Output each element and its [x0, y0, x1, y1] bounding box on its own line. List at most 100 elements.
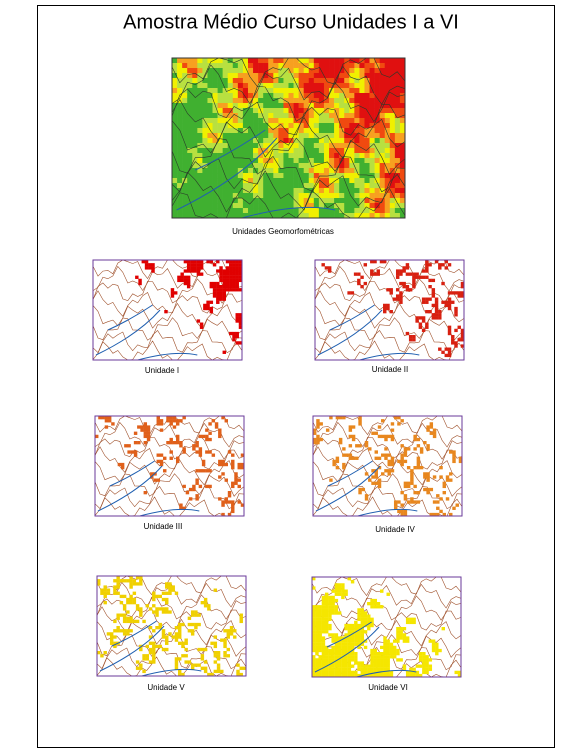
map-cell	[278, 103, 284, 109]
map-cell	[288, 193, 294, 199]
unit-cell	[373, 658, 377, 662]
unit-cell	[386, 645, 390, 650]
map-cell	[197, 93, 203, 99]
map-cell	[278, 148, 284, 154]
map-cell	[334, 128, 340, 134]
unit-cell	[357, 614, 361, 618]
map-cell	[369, 103, 375, 109]
unit-cell	[229, 288, 233, 292]
map-cell	[283, 213, 289, 219]
unit-cell	[347, 658, 352, 662]
map-cell	[339, 143, 345, 149]
unit-cell	[199, 263, 204, 267]
map-cell	[192, 168, 198, 174]
unit-cell	[315, 642, 319, 646]
map-cell	[384, 113, 391, 119]
unit-cell	[218, 462, 222, 467]
unit-cell	[367, 617, 371, 621]
unit-cell	[159, 419, 164, 423]
map-cell	[242, 173, 249, 179]
map-cell	[263, 208, 269, 214]
map-cell	[182, 163, 188, 169]
map-cell	[197, 168, 203, 174]
map-cell	[283, 88, 289, 94]
unit-cell	[321, 673, 326, 678]
map-cell	[227, 103, 234, 109]
unit-cell	[396, 636, 400, 640]
map-cell	[384, 128, 391, 134]
unit-cell	[334, 670, 339, 675]
map-cell	[298, 113, 304, 119]
unit-cell	[324, 605, 329, 609]
unit-cell	[337, 645, 342, 650]
unit-cell	[197, 647, 201, 652]
map-cell	[308, 173, 315, 179]
unit-cell	[341, 670, 345, 675]
map-cell	[394, 78, 401, 84]
map-cell	[268, 198, 274, 204]
map-cell	[268, 158, 274, 164]
map-cell	[394, 188, 401, 194]
unit-cell	[238, 263, 243, 267]
unit-cell	[454, 344, 458, 348]
unit-cell	[367, 673, 371, 678]
unit-cell	[203, 647, 208, 652]
map-cell	[253, 148, 259, 154]
map-cell	[222, 178, 229, 184]
unit-cell	[190, 266, 194, 270]
map-cell	[364, 78, 370, 84]
unit-cell	[195, 450, 199, 454]
unit-cell	[95, 434, 99, 439]
map-cell	[359, 153, 365, 159]
map-cell	[303, 83, 310, 89]
unit-cell	[386, 303, 390, 308]
unit-cell	[312, 623, 316, 628]
unit-cell	[179, 506, 183, 510]
map-cell	[349, 63, 355, 69]
map-cell	[399, 138, 406, 144]
unit-cell	[155, 626, 159, 630]
map-cell	[283, 153, 289, 159]
unit-cell	[97, 582, 101, 586]
unit-cell	[415, 316, 419, 320]
unit-cell	[364, 494, 369, 498]
map-cell	[394, 153, 401, 159]
unit-cell	[171, 635, 175, 639]
unit-cell	[328, 595, 332, 600]
unit-cell	[412, 620, 416, 625]
map-cell	[293, 188, 299, 194]
map-cell	[182, 193, 188, 199]
unit-cell	[360, 636, 365, 640]
map-cell	[369, 98, 375, 104]
unit-cell	[237, 484, 241, 489]
unit-cell	[198, 434, 203, 439]
unit-cell	[341, 586, 345, 590]
unit-cell	[337, 652, 342, 656]
unit-cell	[138, 281, 142, 286]
map-cell	[197, 198, 203, 204]
map-cell	[283, 158, 289, 164]
contour	[312, 473, 463, 497]
map-cell	[182, 173, 188, 179]
unit-cell	[406, 484, 411, 489]
unit-cell	[422, 667, 426, 671]
unit-cell	[205, 484, 209, 489]
map-cell	[227, 168, 234, 174]
map-cell	[334, 108, 340, 114]
map-cell	[303, 143, 310, 149]
unit-cell	[183, 269, 188, 273]
unit-cell	[161, 610, 166, 614]
map-cell	[389, 178, 396, 184]
map-cell	[399, 83, 406, 89]
unit-cell	[227, 494, 232, 498]
map-cell	[399, 143, 406, 149]
map-cell	[192, 123, 198, 129]
unit-cell	[229, 272, 233, 276]
map-cell	[273, 73, 279, 79]
map-cell	[293, 198, 299, 204]
unit-cell	[425, 661, 429, 665]
map-cell	[187, 163, 193, 169]
unit-cell	[312, 645, 316, 650]
map-cell	[278, 123, 284, 129]
unit-cell	[397, 509, 401, 514]
